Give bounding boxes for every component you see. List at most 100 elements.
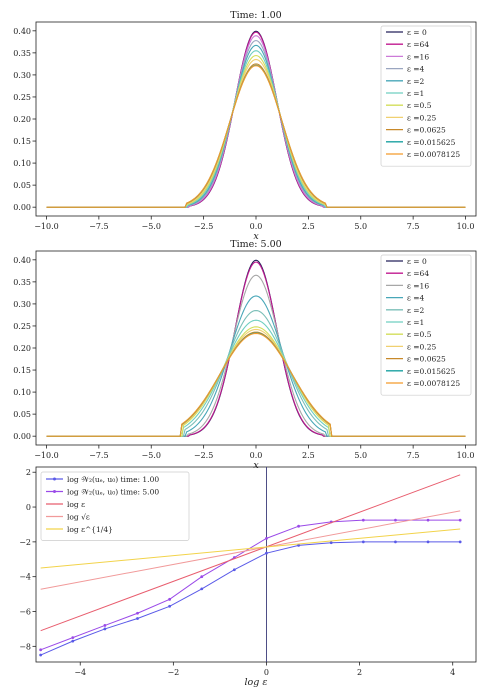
data-point bbox=[71, 636, 75, 640]
y-tick-label: 0.20 bbox=[13, 115, 31, 124]
series-line bbox=[40, 519, 461, 651]
chart-panel-time-5: −10.0 −7.5 −5.0 −2.5 0.0 2.5 5.0 7.5 10.0 0.00 0.0… bbox=[13, 239, 477, 471]
series-line bbox=[40, 474, 461, 632]
y-tick-label: 0.15 bbox=[13, 137, 31, 146]
x-tick-label: 2.5 bbox=[302, 222, 315, 231]
y-tick-label: 0.35 bbox=[13, 49, 31, 58]
legend-label: ε =1 bbox=[407, 318, 424, 327]
y-tick-label: 0.35 bbox=[13, 278, 31, 287]
y-tick-label: 2 bbox=[26, 468, 31, 477]
legend-label: ε =0.25 bbox=[407, 342, 436, 351]
legend-label: ε =2 bbox=[407, 306, 425, 315]
legend-marker bbox=[53, 477, 56, 481]
legend-label: log √ε bbox=[67, 513, 90, 522]
y-tick-label: 0 bbox=[26, 503, 31, 512]
series-line bbox=[46, 65, 466, 208]
y-tick-label: 0.15 bbox=[13, 366, 31, 375]
legend-label: ε =4 bbox=[407, 65, 425, 74]
y-tick-label: −4 bbox=[19, 573, 31, 582]
legend-label: ε =0.0078125 bbox=[407, 379, 460, 388]
x-tick-label: 10.0 bbox=[457, 222, 475, 231]
data-point bbox=[458, 540, 462, 544]
legend-label: ε =0.5 bbox=[407, 330, 432, 339]
chart-panel-log-wasserstein: −4 −2 0 2 4 −8 −6 −4 −2 0 2 log ε log 𝒲₂(uₑ, u₀) tim… bbox=[19, 466, 477, 688]
data-point bbox=[426, 540, 430, 544]
data-point bbox=[361, 540, 365, 544]
legend-box bbox=[40, 471, 190, 541]
legend-label: ε =0.5 bbox=[407, 101, 432, 110]
x-tick-label: −7.5 bbox=[89, 451, 108, 460]
data-point bbox=[394, 518, 397, 522]
data-point bbox=[136, 611, 139, 615]
y-tick-label: 0.40 bbox=[13, 256, 31, 265]
series-line bbox=[40, 510, 461, 590]
x-tick-label: −2.5 bbox=[194, 451, 213, 460]
x-axis-label: x bbox=[253, 231, 259, 242]
y-tick-label: 0.30 bbox=[13, 300, 31, 309]
chart-title: Time: 5.00 bbox=[230, 239, 281, 250]
data-point bbox=[71, 639, 75, 643]
legend-box bbox=[380, 25, 472, 167]
data-point bbox=[232, 568, 236, 572]
x-tick-label: 5.0 bbox=[354, 222, 367, 231]
y-tick-label: 0.10 bbox=[13, 388, 31, 397]
data-point bbox=[297, 543, 301, 547]
y-tick-label: 0.20 bbox=[13, 344, 31, 353]
data-point bbox=[297, 524, 301, 528]
y-tick-label: 0.10 bbox=[13, 159, 31, 168]
plot-frame bbox=[35, 466, 477, 663]
y-tick-label: 0.00 bbox=[13, 432, 31, 441]
data-point bbox=[426, 518, 430, 522]
chart-title: Time: 1.00 bbox=[230, 10, 281, 21]
data-point bbox=[103, 624, 107, 627]
y-tick-label: −8 bbox=[19, 642, 31, 651]
y-tick-label: 0.25 bbox=[13, 322, 31, 331]
legend-label: ε =2 bbox=[407, 77, 425, 86]
legend-label: ε =16 bbox=[407, 52, 429, 61]
data-point bbox=[458, 518, 462, 522]
x-tick-label: −5.0 bbox=[142, 222, 161, 231]
legend-label: ε =1 bbox=[407, 89, 424, 98]
data-point bbox=[39, 648, 43, 652]
x-tick-label: 7.5 bbox=[407, 451, 420, 460]
data-point bbox=[168, 597, 172, 601]
data-point bbox=[103, 627, 107, 631]
x-axis-label: log ε bbox=[245, 677, 268, 688]
legend-marker bbox=[53, 490, 56, 493]
legend-box bbox=[380, 254, 472, 396]
legend-label: ε =4 bbox=[407, 294, 425, 303]
y-tick-label: 0.25 bbox=[13, 93, 31, 102]
y-tick-label: 0.05 bbox=[13, 410, 31, 419]
legend-label: ε =0.0078125 bbox=[407, 150, 460, 159]
x-tick-label: 0.0 bbox=[250, 451, 263, 460]
data-point bbox=[394, 540, 397, 544]
y-tick-label: −6 bbox=[19, 608, 31, 617]
data-point bbox=[168, 604, 172, 608]
x-tick-label: 2 bbox=[357, 668, 362, 677]
legend-label: ε =16 bbox=[407, 281, 429, 290]
series-line bbox=[46, 332, 466, 437]
x-tick-label: −7.5 bbox=[89, 222, 108, 231]
x-tick-label: −2.5 bbox=[194, 222, 213, 231]
x-tick-label: 4 bbox=[450, 668, 455, 677]
legend-label: ε =0.25 bbox=[407, 113, 436, 122]
legend-label: ε =64 bbox=[407, 40, 429, 49]
legend-label: log ε^{1/4} bbox=[67, 525, 113, 534]
x-axis-label: x bbox=[253, 460, 259, 471]
x-tick-label: −10.0 bbox=[34, 222, 59, 231]
data-point bbox=[329, 541, 333, 545]
x-tick-label: 0.0 bbox=[250, 222, 263, 231]
x-tick-label: 10.0 bbox=[457, 451, 475, 460]
data-point bbox=[200, 587, 204, 591]
chart-panel-time-1: −10.0 −7.5 −5.0 −2.5 0.0 2.5 5.0 7.5 10.0 0.00 0.0… bbox=[13, 10, 477, 242]
legend-label: ε =0.0625 bbox=[407, 126, 446, 135]
x-tick-label: −4 bbox=[74, 668, 86, 677]
legend-label: ε =64 bbox=[407, 269, 429, 278]
x-tick-label: −10.0 bbox=[34, 451, 59, 460]
data-point bbox=[39, 653, 43, 657]
y-tick-label: 0.40 bbox=[13, 27, 31, 36]
y-tick-label: 0.05 bbox=[13, 181, 31, 190]
x-tick-label: −2 bbox=[167, 668, 179, 677]
data-point bbox=[265, 551, 268, 555]
